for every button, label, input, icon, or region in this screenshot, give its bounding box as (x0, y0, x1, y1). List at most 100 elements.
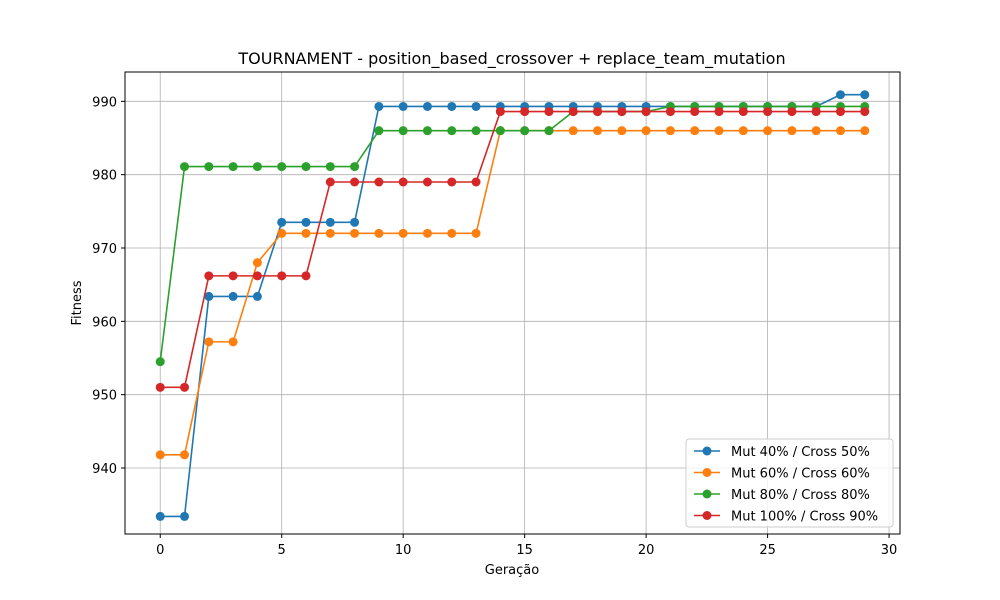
data-point (301, 228, 311, 238)
data-point (252, 258, 262, 268)
data-point (204, 162, 214, 172)
data-point (738, 107, 748, 117)
y-tick-label: 950 (92, 389, 117, 404)
data-point (398, 126, 408, 136)
data-point (787, 107, 797, 117)
series-group (155, 90, 870, 521)
data-point (180, 162, 190, 172)
y-tick-label: 970 (92, 242, 117, 257)
data-point (568, 126, 578, 136)
data-point (252, 162, 262, 172)
data-point (301, 271, 311, 281)
legend-label: Mut 100% / Cross 90% (731, 510, 878, 525)
x-tick-label: 10 (395, 543, 412, 558)
data-point (374, 126, 384, 136)
x-tick-label: 20 (638, 543, 655, 558)
chart-title: TOURNAMENT - position_based_crossover + … (237, 49, 785, 69)
data-point (398, 177, 408, 187)
x-axis-ticks: 0 5 10 15 20 25 30 (156, 534, 897, 558)
data-point (471, 228, 481, 238)
x-tick-label: 5 (278, 543, 286, 558)
data-point (422, 126, 432, 136)
data-point (350, 162, 360, 172)
data-point (277, 228, 287, 238)
data-point (204, 337, 214, 347)
y-axis-ticks: 940 950 960 970 980 990 (92, 95, 125, 477)
series-4 (155, 107, 870, 392)
data-point (180, 382, 190, 392)
data-point (860, 107, 870, 117)
data-point (204, 291, 214, 301)
data-point (252, 271, 262, 281)
data-point (155, 450, 165, 460)
data-point (641, 107, 651, 117)
data-point (447, 228, 457, 238)
data-point (252, 291, 262, 301)
data-point (180, 511, 190, 521)
data-point (325, 177, 335, 187)
data-point (860, 126, 870, 136)
data-point (860, 90, 870, 100)
data-point (593, 107, 603, 117)
data-point (447, 101, 457, 111)
data-point (447, 177, 457, 187)
data-point (398, 101, 408, 111)
data-point (665, 107, 675, 117)
data-point (495, 107, 505, 117)
data-point (738, 126, 748, 136)
data-point (325, 228, 335, 238)
data-point (641, 126, 651, 136)
legend-item: Mut 60% / Cross 60% (694, 467, 870, 482)
x-tick-label: 30 (881, 543, 898, 558)
data-point (835, 126, 845, 136)
series-line (160, 129, 865, 456)
data-point (544, 126, 554, 136)
data-point (763, 126, 773, 136)
data-point (301, 162, 311, 172)
data-point (228, 291, 238, 301)
data-point (277, 162, 287, 172)
data-point (301, 217, 311, 227)
legend-item: Mut 100% / Cross 90% (694, 510, 878, 525)
legend-marker (702, 468, 712, 477)
data-point (568, 107, 578, 117)
legend-marker (702, 511, 712, 520)
data-point (350, 217, 360, 227)
data-point (690, 107, 700, 117)
y-tick-label: 980 (92, 169, 117, 184)
x-tick-label: 15 (516, 543, 533, 558)
data-point (471, 126, 481, 136)
data-point (374, 101, 384, 111)
data-point (155, 357, 165, 367)
legend-marker (702, 489, 712, 499)
data-point (617, 107, 627, 117)
data-point (422, 177, 432, 187)
data-point (228, 162, 238, 172)
x-axis-label: Geração (485, 563, 539, 578)
data-point (714, 126, 724, 136)
data-point (544, 107, 554, 117)
legend-label: Mut 40% / Cross 50% (731, 445, 870, 460)
x-tick-label: 25 (759, 543, 776, 558)
data-point (520, 107, 530, 117)
data-point (374, 177, 384, 187)
data-point (228, 337, 238, 347)
legend-item: Mut 80% / Cross 80% (694, 488, 870, 503)
data-point (422, 101, 432, 111)
x-tick-label: 0 (156, 543, 164, 558)
data-point (690, 126, 700, 136)
legend: Mut 40% / Cross 50% Mut 60% / Cross 60% Mu… (685, 438, 894, 528)
data-point (811, 126, 821, 136)
data-point (155, 511, 165, 521)
y-tick-label: 990 (92, 95, 117, 110)
legend-label: Mut 80% / Cross 80% (731, 488, 870, 503)
legend-box (685, 438, 894, 528)
data-point (714, 107, 724, 117)
data-point (447, 126, 457, 136)
data-point (277, 271, 287, 281)
data-point (374, 228, 384, 238)
data-point (665, 126, 675, 136)
plot-frame (124, 71, 901, 535)
data-point (325, 162, 335, 172)
y-axis-label: Fitness (70, 280, 85, 325)
